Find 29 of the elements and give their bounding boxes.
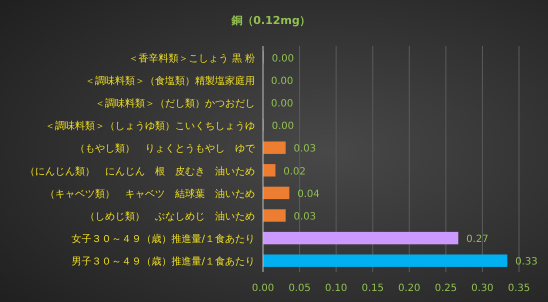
data-label: 0.27 — [466, 234, 489, 246]
x-tick-label: 0.35 — [508, 283, 530, 294]
data-label: 0.02 — [283, 166, 306, 178]
data-label: 0.04 — [297, 188, 320, 200]
y-tick-label: ＜調味料類＞（食塩類）精製塩家庭用 — [85, 74, 255, 87]
x-tick-label: 0.25 — [434, 283, 457, 294]
x-tick-label: 0.10 — [325, 283, 348, 294]
data-label: 0.00 — [272, 121, 294, 132]
y-tick-label: （もやし類） りょくとうもやし ゆで — [75, 142, 256, 155]
y-tick-label: ＜調味料類＞（しょうゆ類）こいくちしょうゆ — [45, 120, 255, 132]
y-tick-label: （しめじ類） ぶなしめじ 油いため — [85, 210, 255, 222]
data-label: 0.03 — [294, 212, 316, 222]
data-label: 0.00 — [271, 76, 294, 87]
x-tick-label: 0.05 — [288, 283, 311, 294]
data-label: 0.00 — [271, 98, 294, 110]
y-tick-label: ＜調味料類＞（だし類）かつおだし — [95, 98, 255, 110]
y-tick-label: ＜香辛料類＞こしょう 黒 粉 — [128, 52, 255, 64]
x-tick-label: 0.15 — [362, 283, 384, 294]
x-tick-label: 0.00 — [252, 283, 274, 294]
chart-title: 銅（0.12mg） — [230, 14, 311, 27]
y-tick-label: （キャベツ類） キャベツ 結球葉 油いため — [45, 188, 255, 200]
x-tick-label: 0.30 — [471, 283, 494, 294]
data-label: 0.03 — [294, 144, 316, 155]
y-tick-label: 男子３０～４９（歳）推進量/１食あたり — [72, 256, 255, 268]
y-tick-label: （にんじん類） にんじん 根 皮むき 油いため — [25, 165, 255, 178]
data-label: 0.00 — [272, 53, 294, 64]
y-tick-label: 女子３０～４９（歳）推進量/１食あたり — [72, 233, 255, 246]
x-tick-label: 0.20 — [398, 283, 420, 294]
data-label: 0.33 — [515, 256, 538, 268]
